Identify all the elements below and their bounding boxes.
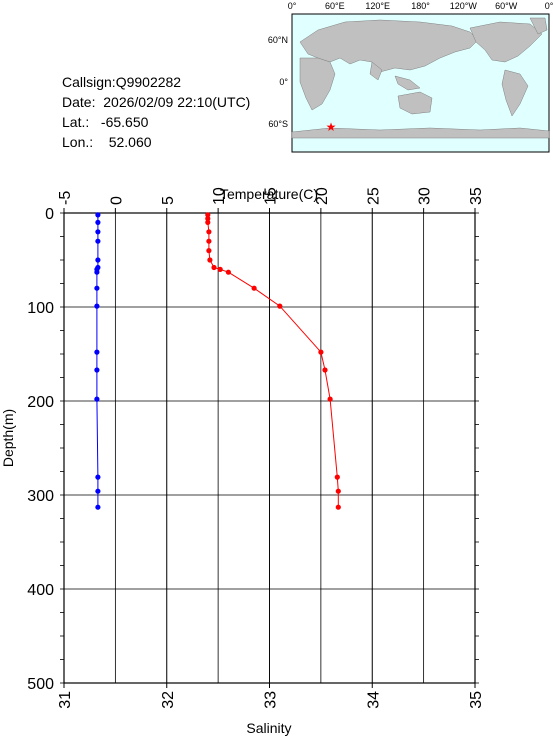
lon-value: 52.060	[108, 134, 152, 150]
salinity-axis-ticks: 31 32 33 34 35	[57, 683, 485, 709]
temperature-axis-title: Temperature(C)	[220, 186, 318, 202]
depth-axis-title: Depth(m)	[0, 409, 16, 467]
map-longitude-label: 0°	[288, 1, 297, 11]
station-info: Callsign:Q9902282 Date: 2026/02/09 22:10…	[62, 72, 250, 152]
temperature-tick-label: 10	[211, 187, 228, 205]
salinity-line	[96, 214, 99, 508]
data-series	[94, 212, 341, 510]
lat-label: Lat.:	[62, 114, 90, 130]
map-longitude-label: 120°E	[365, 1, 390, 11]
temperature-point	[318, 349, 324, 355]
station-marker-icon: ★	[326, 120, 337, 134]
temperature-point	[207, 257, 213, 263]
salinity-point	[95, 219, 101, 225]
temperature-point	[205, 212, 211, 218]
temperature-point	[327, 396, 333, 402]
depth-tick-label: 200	[27, 394, 54, 411]
salinity-point	[94, 303, 100, 309]
depth-tick-label: 100	[27, 300, 54, 317]
temperature-point	[206, 229, 212, 235]
salinity-point	[95, 212, 101, 218]
depth-tick-label: 500	[27, 676, 54, 693]
temperature-point	[251, 285, 257, 291]
salinity-point	[95, 229, 101, 235]
temperature-tick-label: 15	[263, 187, 280, 205]
temperature-point	[334, 474, 340, 480]
temperature-point	[225, 269, 231, 275]
map-longitude-label: 60°W	[495, 1, 518, 11]
map-longitude-labels: 0° 60°E 120°E 180° 120°W 60°W 0°	[288, 1, 553, 11]
salinity-point	[94, 269, 100, 275]
temperature-point	[206, 238, 212, 244]
map-land	[291, 17, 550, 139]
temperature-point	[205, 216, 211, 222]
salinity-point	[95, 488, 101, 494]
depth-tick-label: 0	[45, 206, 54, 223]
salinity-tick-label: 31	[57, 691, 74, 709]
temperature-point	[217, 266, 223, 272]
map-longitude-label: 60°E	[325, 1, 345, 11]
salinity-tick-label: 34	[365, 691, 382, 709]
temperature-line	[207, 214, 339, 508]
depth-axis-ticks: 0 100 200 300 400 500	[27, 206, 54, 693]
temperature-tick-label: 25	[365, 187, 382, 205]
salinity-point	[95, 238, 101, 244]
date-label: Date:	[62, 94, 96, 110]
map-longitude-label: 0°	[545, 1, 553, 11]
map-longitude-label: 180°	[411, 1, 430, 11]
temperature-point	[335, 504, 341, 510]
temperature-point	[211, 264, 217, 271]
date-value: 2026/02/09 22:10(UTC)	[103, 94, 251, 110]
temperature-tick-label: -5	[57, 191, 74, 205]
temperature-tick-label: 30	[417, 187, 434, 205]
lon-row: Lon.: 52.060	[62, 132, 250, 152]
temperature-tick-label: 35	[468, 187, 485, 205]
salinity-point	[94, 367, 100, 373]
temperature-tick-label: 20	[314, 187, 331, 205]
temperature-point	[322, 367, 328, 373]
depth-tick-label: 400	[27, 582, 54, 599]
map-latitude-label: 60°S	[268, 119, 288, 129]
salinity-point	[95, 504, 101, 510]
location-map: 0° 60°E 120°E 180° 120°W 60°W 0° 60°N 0° 60°S ★	[268, 1, 553, 153]
date-row: Date: 2026/02/09 22:10(UTC)	[62, 92, 250, 112]
salinity-axis-title: Salinity	[246, 720, 291, 736]
temperature-axis-ticks: -5 0 5 10 15 20 25 30 35	[57, 187, 485, 213]
lat-row: Lat.: -65.650	[62, 112, 250, 132]
callsign-value: Q9902282	[115, 74, 182, 90]
temperature-point	[277, 303, 283, 309]
plot-grid	[60, 212, 479, 684]
lat-value: -65.650	[100, 114, 149, 130]
salinity-point	[95, 474, 101, 480]
temperature-tick-label: 0	[108, 196, 125, 205]
salinity-point	[95, 257, 101, 263]
temperature-point	[206, 248, 212, 254]
callsign-label: Callsign:	[62, 74, 116, 90]
salinity-point	[94, 349, 100, 355]
depth-tick-label: 300	[27, 488, 54, 505]
temperature-tick-label: 5	[160, 196, 177, 205]
map-latitude-label: 0°	[279, 77, 288, 87]
salinity-point	[94, 285, 100, 291]
salinity-tick-label: 35	[468, 691, 485, 709]
map-latitude-label: 60°N	[268, 35, 288, 45]
temperature-point	[205, 219, 211, 225]
callsign-row: Callsign:Q9902282	[62, 72, 250, 92]
map-latitude-labels: 60°N 0° 60°S	[268, 35, 289, 129]
salinity-tick-label: 32	[160, 691, 177, 709]
temperature-point	[335, 488, 341, 494]
lon-label: Lon.:	[62, 134, 94, 150]
map-longitude-label: 120°W	[450, 1, 478, 11]
salinity-point	[94, 396, 100, 402]
salinity-tick-label: 33	[263, 691, 280, 709]
